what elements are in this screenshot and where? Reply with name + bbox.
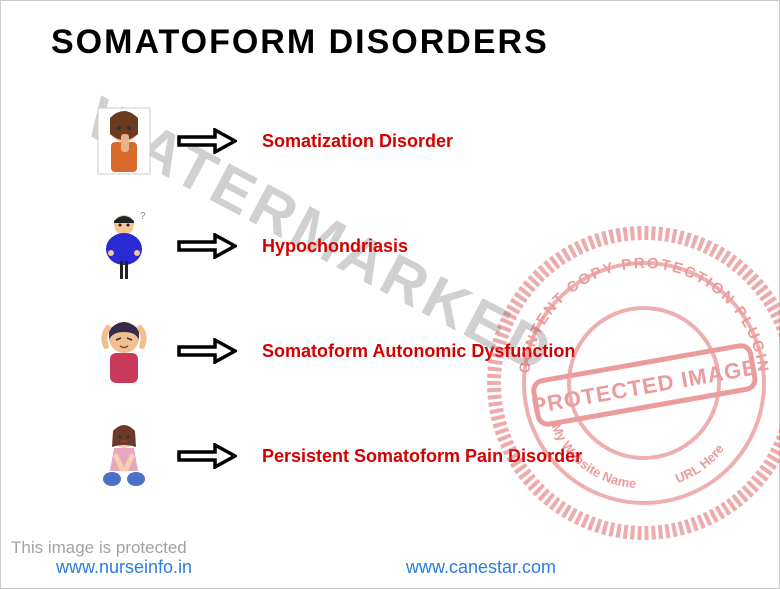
arrow-icon xyxy=(177,443,237,469)
svg-text:?: ? xyxy=(140,211,146,222)
arrow-icon xyxy=(177,128,237,154)
arrow-icon xyxy=(177,338,237,364)
worried-woman-icon xyxy=(96,106,152,176)
item-label: Persistent Somatoform Pain Disorder xyxy=(262,446,582,467)
protected-caption: This image is protected xyxy=(11,538,187,558)
item-label: Somatization Disorder xyxy=(262,131,453,152)
footer-url-right: www.canestar.com xyxy=(406,557,556,578)
arrow-icon xyxy=(177,233,237,259)
list-item: Somatoform Autonomic Dysfunction xyxy=(96,316,575,386)
stamp-bottom-right-text: URL Here xyxy=(673,441,727,486)
list-item: Somatization Disorder xyxy=(96,106,453,176)
list-item: ? Hypochondriasis xyxy=(96,211,408,281)
confused-man-icon: ? xyxy=(96,211,152,281)
headache-person-icon xyxy=(96,316,152,386)
item-label: Somatoform Autonomic Dysfunction xyxy=(262,341,575,362)
list-item: Persistent Somatoform Pain Disorder xyxy=(96,421,582,491)
svg-text:URL Here: URL Here xyxy=(673,441,727,486)
item-label: Hypochondriasis xyxy=(262,236,408,257)
footer-url-left: www.nurseinfo.in xyxy=(56,557,192,578)
kneeling-woman-icon xyxy=(96,421,152,491)
page-title: SOMATOFORM DISORDERS xyxy=(51,23,549,62)
